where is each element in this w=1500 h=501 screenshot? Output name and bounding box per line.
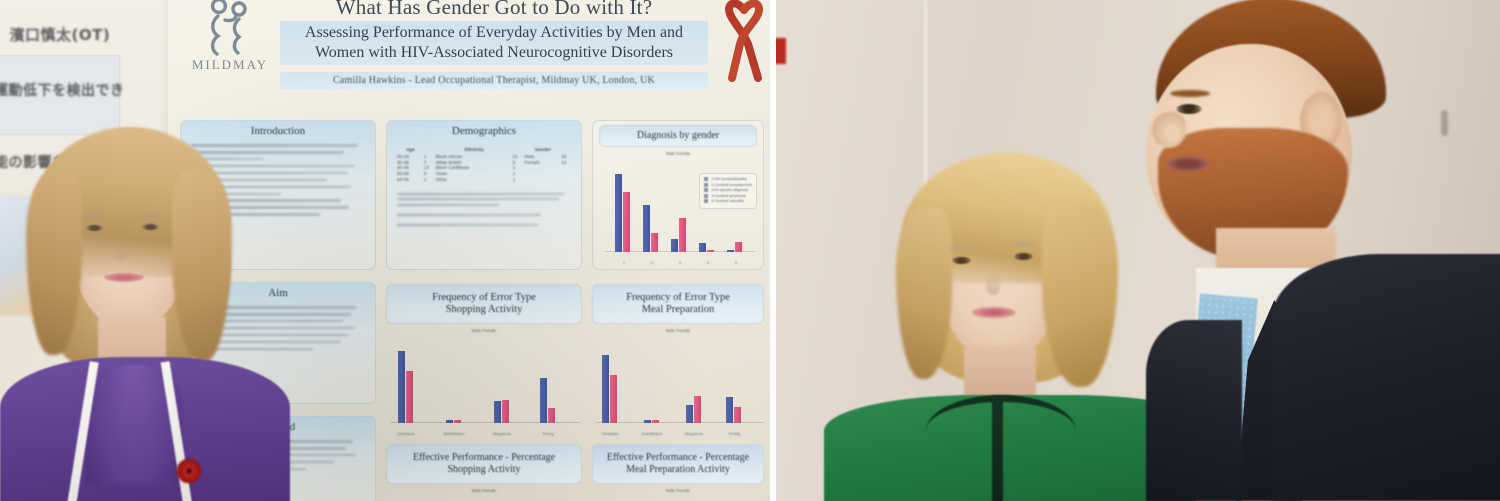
demographics-note	[397, 193, 573, 229]
poster-author-line: Camilla Hawkins - Lead Occupational Ther…	[333, 75, 655, 87]
cardigan-button-placket	[992, 401, 1003, 501]
presenter-purple-top	[0, 121, 300, 501]
mouth	[1166, 156, 1210, 172]
poster-subtitle-band: Assessing Performance of Everyday Activi…	[280, 21, 708, 66]
hair-left	[26, 173, 82, 355]
mildmay-wordmark: MILDMAY	[191, 57, 269, 72]
eyebrow-left	[950, 246, 974, 250]
effective-meal-title: Effective Performance - Percentage Meal …	[592, 444, 764, 484]
diagnosis-chart-legend: 1 HIV encephalopathy 2 Cerebral toxoplas…	[699, 173, 757, 209]
error-meal-key: Male Female	[665, 328, 691, 333]
error-meal-title: Frequency of Error Type Meal Preparation	[592, 284, 764, 324]
table-row: 40-49 13 Black Caribbean 1	[397, 165, 516, 171]
mildmay-logo: MILDMAY	[184, 0, 276, 78]
eyebrow-right	[1012, 242, 1036, 246]
suit-jacket-right	[1272, 254, 1500, 501]
mouth	[104, 273, 144, 282]
poster-subtitle-line-1: Assessing Performance of Everyday Activi…	[304, 24, 684, 42]
error-meal-plot	[596, 346, 764, 423]
table-row: 50-59 6 Asian 1	[397, 171, 516, 177]
mouth	[972, 307, 1016, 318]
poster-subtitle-line-2: Women with HIV-Associated Neurocognitive…	[314, 43, 674, 61]
eye-right	[142, 224, 159, 230]
japanese-text-line-2: 運動低下を検出でき	[0, 83, 125, 99]
japanese-poster-box	[0, 55, 120, 135]
effective-shopping-key: Male Female	[471, 488, 497, 493]
diagnosis-chart-key: Male Female	[665, 151, 691, 156]
nose	[116, 239, 128, 261]
demographics-col-gender: Gender	[534, 147, 551, 152]
red-edge-fragment	[776, 38, 786, 64]
demographics-col-age: Age	[406, 147, 415, 152]
section-aim-heading: Aim	[268, 287, 288, 299]
section-introduction-heading: Introduction	[250, 125, 306, 137]
eyebrow-right	[140, 214, 162, 218]
eyebrow-left	[83, 215, 105, 219]
eye-left	[86, 225, 103, 231]
nose	[1152, 112, 1186, 148]
panel-divider	[770, 0, 776, 501]
table-row: 20-29 1 Black African 21 Male 15	[397, 153, 567, 159]
error-meal-chart: Omission Substitution Sequence Timing	[596, 336, 764, 436]
demographics-col-ethnicity: Ethnicity	[464, 147, 484, 152]
eye-right	[1014, 253, 1033, 260]
wall-seam	[924, 0, 927, 290]
red-awareness-ribbon-icon	[718, 0, 770, 95]
x-axis	[596, 422, 764, 423]
error-shopping-key: Male Female	[471, 328, 497, 333]
right-photo-presenter-and-visitor	[776, 0, 1500, 501]
poster-title-block: What Has Gender Got to Do with It? Asses…	[272, 0, 716, 94]
x-axis	[390, 422, 580, 423]
section-aim-body	[181, 299, 375, 350]
japanese-author-line: 、濱口慎太(OT)	[0, 26, 111, 44]
diagnosis-by-gender-chart: 1 2 3 4 5 1 HIV encephalopathy 2 Cerebra…	[605, 161, 757, 265]
error-shopping-plot	[390, 346, 580, 423]
poster-title: What Has Gender Got to Do with It?	[335, 0, 653, 19]
section-demographics-heading: Demographics	[451, 125, 517, 137]
eye-left	[952, 257, 971, 264]
effective-meal-key: Male Female	[665, 488, 691, 493]
hair-right	[1042, 199, 1118, 387]
demographics-table: Age Ethnicity Gender 20-29 1 Black Afric…	[397, 147, 573, 182]
diagnosis-chart-title: Diagnosis by gender	[599, 125, 757, 147]
section-diagnosis-by-gender: Diagnosis by gender Male Female 1 2 3	[592, 120, 764, 270]
table-row: 30-39 7 White British 5 Female 14	[397, 159, 567, 165]
hair-left	[896, 207, 952, 379]
left-photo-poster-presentation: 、濱口慎太(OT) 運動低下を検出でき 能の影響を検討 MILDMAY	[0, 0, 770, 501]
error-shopping-chart: Omission Substitution Sequence Timing	[390, 336, 580, 436]
suit-jacket-left	[1146, 320, 1242, 501]
error-shopping-title: Frequency of Error Type Shopping Activit…	[386, 284, 582, 324]
visitor-bearded-man	[1104, 0, 1500, 501]
hair-right	[172, 171, 232, 361]
section-demographics: Demographics Age Ethnicity Gender 20-29 …	[386, 120, 582, 270]
two-figures-icon	[210, 0, 247, 56]
poster-author-band: Camilla Hawkins - Lead Occupational Ther…	[280, 72, 708, 90]
wall-mark	[1441, 110, 1448, 136]
effective-shopping-title: Effective Performance - Percentage Shopp…	[386, 444, 582, 484]
section-introduction-body	[181, 137, 375, 216]
cardigan-collar	[926, 395, 1076, 431]
nose	[986, 271, 1000, 295]
diagnosis-chart-plot	[605, 171, 755, 252]
red-poppy-pin-icon	[176, 459, 202, 483]
eye	[1176, 104, 1202, 114]
table-row: 60-69 2 Other 1	[397, 177, 516, 183]
eyebrow	[1170, 90, 1210, 97]
